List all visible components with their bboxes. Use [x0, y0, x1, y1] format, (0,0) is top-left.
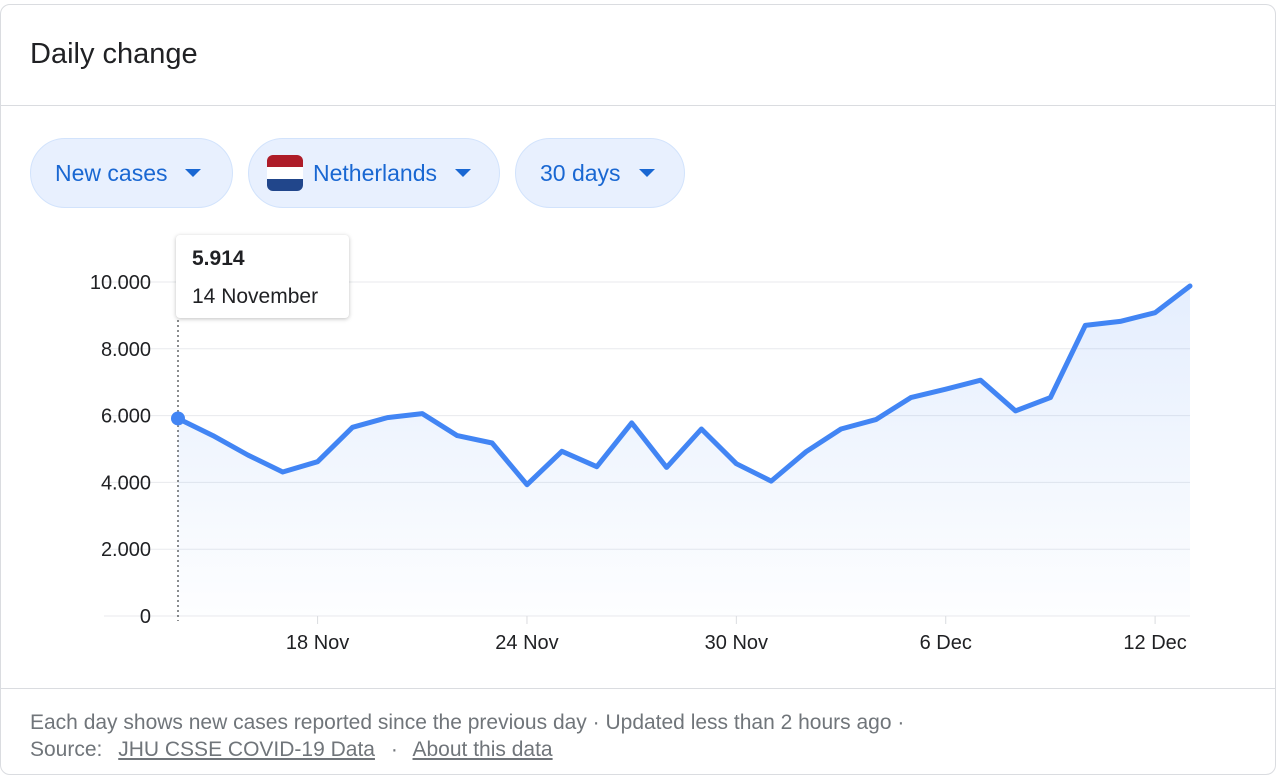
y-tick-label: 0 [140, 606, 151, 628]
highlight-point [171, 411, 185, 426]
flag-stripe-white [267, 167, 303, 179]
y-tick-label: 6.000 [101, 406, 151, 428]
netherlands-flag-icon [267, 155, 303, 191]
x-tick-label: 24 Nov [495, 632, 558, 654]
series-line [175, 283, 1193, 488]
x-tick-label: 12 Dec [1123, 632, 1186, 654]
footer-note: Each day shows new cases reported since … [30, 711, 905, 734]
card-header: Daily change [1, 5, 1275, 106]
daily-change-card: Daily change New cases Netherlands 30 da… [0, 4, 1276, 775]
source-label: Source: [30, 738, 103, 761]
range-dropdown[interactable]: 30 days [515, 138, 685, 208]
x-tick-label: 6 Dec [920, 632, 972, 654]
footer-source-line: Source: JHU CSSE COVID-19 Data · About t… [30, 738, 553, 762]
country-dropdown[interactable]: Netherlands [248, 138, 500, 208]
metric-dropdown-label: New cases [55, 159, 168, 186]
card-title: Daily change [30, 38, 198, 70]
card-footer: Each day shows new cases reported since … [1, 688, 1275, 777]
metric-dropdown[interactable]: New cases [30, 138, 233, 208]
y-tick-label: 4.000 [101, 472, 151, 494]
y-tick-label: 2.000 [101, 539, 151, 561]
chevron-down-icon [185, 169, 202, 177]
chevron-down-icon [638, 169, 655, 177]
tooltip-value: 5.914 [192, 247, 245, 270]
flag-stripe-blue [267, 179, 303, 191]
tooltip-date: 14 November [192, 285, 319, 308]
country-dropdown-label: Netherlands [313, 159, 438, 186]
cases-chart[interactable]: 0 2.000 4.000 6.000 8.000 10.000 18 Nov 24 Nov 3… [1, 215, 1277, 675]
x-tick-label: 18 Nov [286, 632, 349, 654]
flag-stripe-red [267, 155, 303, 167]
y-tick-label: 10.000 [90, 272, 151, 294]
x-tick-label: 30 Nov [705, 632, 768, 654]
chevron-down-icon [455, 169, 472, 177]
range-dropdown-label: 30 days [540, 159, 621, 186]
y-tick-label: 8.000 [101, 339, 151, 361]
footer-separator: · [390, 738, 398, 761]
about-data-link[interactable]: About this data [412, 738, 553, 761]
chart-tooltip: 5.914 14 November [176, 235, 349, 318]
source-link[interactable]: JHU CSSE COVID-19 Data [118, 738, 375, 761]
